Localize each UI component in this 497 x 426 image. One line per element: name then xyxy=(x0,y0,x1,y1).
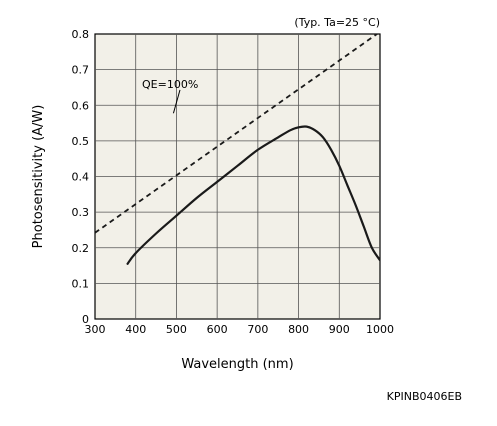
x-tick-labels: 300 400 500 600 700 800 900 1000 xyxy=(85,323,395,336)
annotation: QE=100% xyxy=(142,78,198,114)
qe-100-line xyxy=(95,34,379,234)
y-tick-labels: 0 0.1 0.2 0.3 0.4 0.5 0.6 0.7 0.8 xyxy=(72,28,90,326)
photosensitivity-curve xyxy=(126,125,380,265)
y-tick-label: 0.3 xyxy=(72,206,90,219)
x-tick-label: 700 xyxy=(247,323,268,336)
y-tick-label: 0.4 xyxy=(72,171,90,184)
x-tick-label: 800 xyxy=(288,323,309,336)
x-axis-label: Wavelength (nm) xyxy=(181,357,293,372)
y-tick-label: 0.5 xyxy=(72,135,90,148)
series-lines xyxy=(95,34,380,265)
condition-note: (Typ. Ta=25 °C) xyxy=(294,16,380,29)
y-tick-label: 0 xyxy=(82,313,89,326)
x-tick-label: 400 xyxy=(125,323,146,336)
qe-leader-line xyxy=(172,89,181,114)
x-tick-label: 600 xyxy=(207,323,228,336)
y-axis-label: Photosensitivity (A/W) xyxy=(31,105,46,249)
figure-id: KPINB0406EB xyxy=(387,390,462,403)
x-tick-label: 900 xyxy=(329,323,350,336)
y-tick-label: 0.2 xyxy=(72,242,90,255)
y-tick-label: 0.7 xyxy=(72,64,90,77)
x-tick-label: 300 xyxy=(85,323,106,336)
x-tick-label: 500 xyxy=(166,323,187,336)
x-tick-label: 1000 xyxy=(366,323,394,336)
qe-label: QE=100% xyxy=(142,78,198,91)
y-tick-label: 0.8 xyxy=(72,28,90,41)
grid xyxy=(95,34,380,319)
y-tick-label: 0.6 xyxy=(72,99,90,112)
y-tick-label: 0.1 xyxy=(72,277,90,290)
